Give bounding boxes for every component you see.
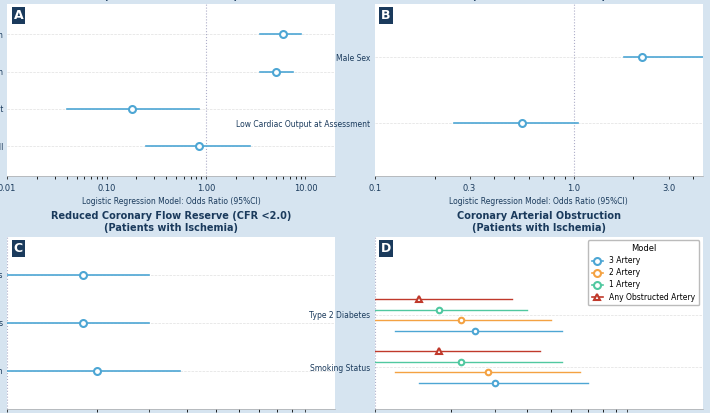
Title: Reduced Coronary Flow Reserve (CFR <2.0)
(Patients with Ischemia): Reduced Coronary Flow Reserve (CFR <2.0)… [51,211,291,233]
Text: C: C [13,242,23,255]
X-axis label: Logistic Regression Model: Odds Ratio (95%CI): Logistic Regression Model: Odds Ratio (9… [449,197,628,206]
Text: B: B [381,9,391,22]
Text: D: D [381,242,391,255]
Text: A: A [13,9,23,22]
Title: Coronary Arterial Obstruction
(Patients with Ischemia): Coronary Arterial Obstruction (Patients … [457,211,621,233]
Legend: 3 Artery, 2 Artery, 1 Artery, Any Obstructed Artery: 3 Artery, 2 Artery, 1 Artery, Any Obstru… [588,240,699,305]
X-axis label: Logistic Regression Model: Odds Ratio (95%CI): Logistic Regression Model: Odds Ratio (9… [82,197,261,206]
